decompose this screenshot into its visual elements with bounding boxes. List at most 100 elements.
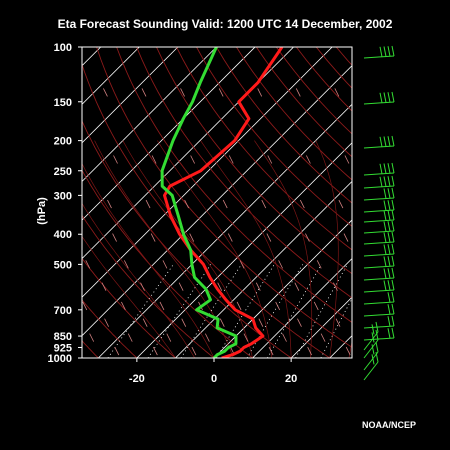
background-tick (267, 155, 273, 164)
wind-barb (363, 303, 395, 317)
dewpoint-line (160, 47, 238, 358)
wind-barb-shaft (363, 325, 395, 329)
wind-barb-shaft (363, 230, 395, 234)
background-tick (101, 282, 107, 291)
wind-barb (363, 279, 395, 293)
y-tick-label: 400 (54, 229, 72, 241)
credit-label: NOAA/NCEP (362, 420, 417, 430)
wind-barb-flag (387, 304, 391, 315)
background-tick (153, 346, 158, 356)
wind-barb-shaft (363, 313, 395, 317)
wind-barb-flag (387, 268, 391, 279)
wind-barb-shaft (363, 185, 395, 189)
isotherm (82, 47, 140, 105)
wind-barb-flag (379, 92, 383, 103)
background-tick (0, 234, 1, 242)
background-tick (25, 283, 29, 291)
background-tick (307, 346, 312, 356)
isotherm (290, 296, 352, 358)
dry-adiabat (82, 257, 176, 358)
wind-barb-flag (387, 46, 391, 57)
background-tick (422, 155, 426, 163)
background-tick (297, 318, 302, 327)
wind-barb-shaft (363, 172, 395, 176)
background-tick (121, 301, 126, 311)
dry-adiabat (196, 47, 352, 227)
wind-barb-flag (391, 231, 395, 243)
background-tick (398, 334, 402, 342)
background-tick (44, 302, 48, 310)
moist-adiabat (82, 162, 215, 358)
wind-barb-flag (391, 315, 395, 327)
moist-adiabat (82, 235, 176, 358)
wind-barb-flag (391, 220, 395, 232)
background-tick (85, 260, 91, 269)
dry-adiabat (275, 47, 352, 135)
background-tick (258, 318, 264, 327)
wind-barb-flag (379, 136, 383, 147)
y-tick-label: 850 (54, 331, 72, 343)
wind-barb-shaft (363, 241, 395, 245)
background-tick (227, 233, 233, 242)
background-tick (141, 88, 147, 97)
background-tick (75, 155, 79, 163)
background-tick (268, 346, 274, 356)
background-tick (421, 234, 425, 242)
background-tick (295, 88, 301, 97)
wind-barb (363, 255, 395, 269)
isotherm (82, 47, 294, 260)
background-tick (162, 260, 168, 269)
wind-barb-flag (387, 92, 391, 103)
background-tick (191, 346, 197, 356)
background-tick (266, 233, 272, 242)
isotherm (82, 65, 352, 337)
chart-title: Eta Forecast Sounding Valid: 1200 UTC 14… (57, 17, 393, 31)
wind-barb-flag (375, 321, 379, 333)
background-tick (47, 260, 51, 268)
background-tick (316, 260, 322, 269)
wind-barb-shaft (363, 145, 395, 149)
background-tick (127, 333, 133, 342)
background-tick (236, 301, 242, 311)
mixing-ratio-line (320, 297, 352, 358)
wind-barb-flag (387, 210, 391, 221)
isotherm (82, 47, 179, 144)
background-tick (282, 333, 287, 342)
wind-barb-flag (383, 232, 387, 243)
wind-barb-flag (383, 268, 387, 279)
y-tick-label: 700 (54, 305, 72, 317)
wind-barb (363, 327, 395, 341)
y-tick-label: 250 (54, 166, 72, 178)
background-tick (145, 199, 151, 209)
wind-barb-shaft (363, 265, 395, 269)
wind-barb-flag (383, 46, 387, 57)
dry-adiabat (96, 47, 352, 348)
wind-barb (363, 315, 395, 329)
background-tick (413, 319, 417, 327)
mixing-ratio-line (246, 264, 304, 358)
wind-barb-shaft (363, 361, 379, 381)
wind-barb-flag (391, 209, 395, 221)
wind-barb-flag (379, 46, 383, 57)
wind-barb-flag (387, 200, 391, 211)
isotherm (213, 219, 352, 358)
wind-barb-flag (391, 267, 395, 279)
background-tick (89, 333, 95, 342)
wind-barb (363, 199, 395, 213)
wind-barb-shaft (363, 331, 379, 351)
background-tick (335, 318, 341, 327)
wind-barb (363, 291, 395, 305)
background-tick (222, 199, 228, 209)
background-tick (338, 199, 344, 209)
background-tick (74, 234, 78, 242)
background-tick (385, 347, 389, 355)
wind-barb-shaft (363, 253, 395, 257)
background-tick (189, 233, 195, 242)
background-tick (66, 319, 70, 327)
background-tick (0, 347, 3, 355)
mixing-ratio-line (295, 264, 348, 358)
wind-barb-flag (387, 232, 391, 243)
background-tick (38, 347, 42, 355)
wind-barb-shaft (363, 339, 379, 359)
background-tick (412, 88, 416, 96)
